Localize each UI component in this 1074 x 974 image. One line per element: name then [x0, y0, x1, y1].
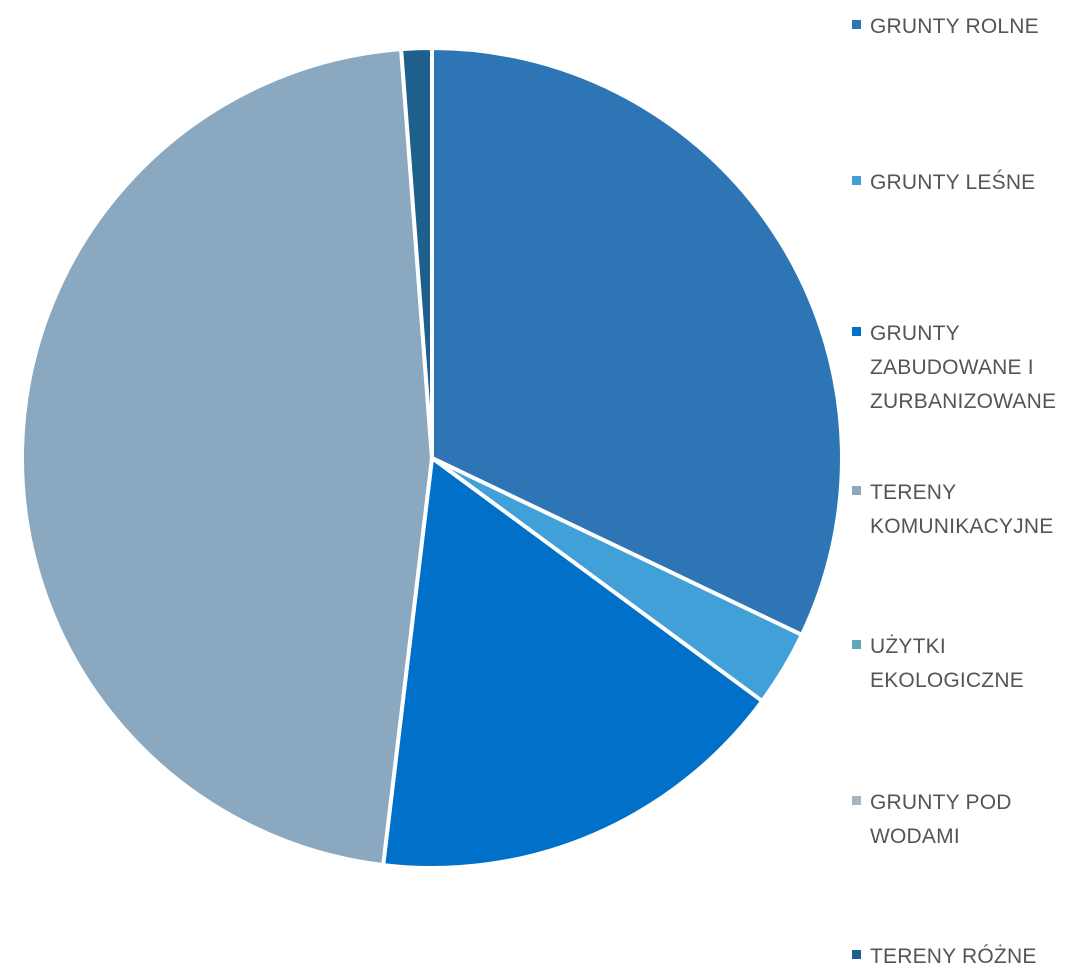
legend-item-grunty-pod-wodami: GRUNTY POD WODAMI [852, 786, 1072, 854]
legend-item-grunty-rolne: GRUNTY ROLNE [852, 10, 1072, 44]
legend-label: GRUNTY ZABUDOWANE I ZURBANIZOWANE [870, 322, 1057, 413]
pie-slice-grunty-zabudowane-i-zurbanizowane [381, 456, 765, 870]
pie-slice-tereny-r-ne [399, 45, 434, 460]
legend-item-uzytki-ekologiczne: UŻYTKI EKOLOGICZNE [852, 630, 1072, 698]
legend-label: GRUNTY ROLNE [870, 15, 1039, 38]
legend-label: TERENY KOMUNIKACYJNE [870, 481, 1054, 538]
legend-swatch [852, 176, 861, 185]
legend-item-tereny-rozne: TERENY RÓŻNE [852, 940, 1072, 974]
legend-label: UŻYTKI EKOLOGICZNE [870, 635, 1024, 692]
legend-item-grunty-lesne: GRUNTY LEŚNE [852, 166, 1072, 200]
legend-swatch [852, 20, 861, 29]
legend-label: GRUNTY POD WODAMI [870, 791, 1012, 848]
legend-swatch [852, 486, 861, 495]
legend-swatch [852, 950, 861, 959]
legend-swatch [852, 640, 861, 649]
legend-label: GRUNTY LEŚNE [870, 171, 1036, 194]
pie-slice-grunty-rolne [430, 46, 844, 637]
legend-swatch [852, 327, 861, 336]
legend-item-tereny-komunikacyjne: TERENY KOMUNIKACYJNE [852, 476, 1072, 544]
legend-swatch [852, 796, 861, 805]
legend-label: TERENY RÓŻNE [870, 945, 1037, 968]
pie-slice-tereny-komunikacyjne [20, 47, 434, 868]
legend-item-grunty-zabudowane: GRUNTY ZABUDOWANE I ZURBANIZOWANE [852, 317, 1072, 419]
